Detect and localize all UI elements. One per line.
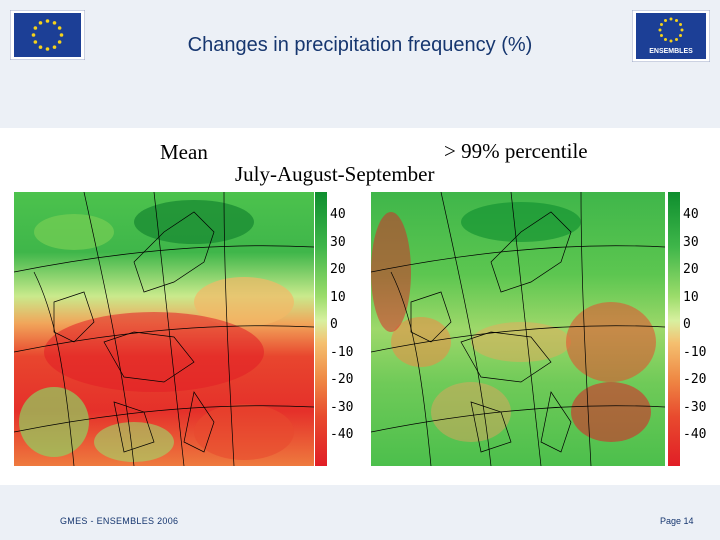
colorbar-tick-label: 40 [683, 207, 699, 222]
star-icon [31, 33, 36, 37]
star-icon [669, 39, 673, 43]
colorbar-tick-label: -20 [330, 372, 354, 387]
star-icon [664, 38, 667, 42]
colorbar-tick-label: 20 [683, 262, 699, 277]
ensembles-logo: ENSEMBLES [632, 10, 710, 62]
footer-band [0, 485, 720, 540]
star-icon [675, 18, 678, 22]
season-label: July-August-September [235, 162, 435, 186]
colorbar-tick-label: -30 [330, 399, 354, 415]
star-icon [45, 47, 50, 51]
star-icon [57, 40, 62, 44]
colorbar-tick-label: 30 [683, 234, 699, 250]
colorbar-tick-label: 40 [330, 207, 346, 222]
percentile-change-map [371, 192, 665, 466]
star-icon [664, 18, 667, 22]
star-icon [675, 38, 678, 42]
header-band [0, 0, 720, 128]
page-title: Changes in precipitation frequency (%) [187, 34, 533, 56]
star-icon [659, 34, 663, 37]
colorbar-tick-label: 10 [683, 289, 699, 305]
star-icon [38, 45, 43, 49]
colorbar-tick-label: 30 [330, 234, 346, 250]
page-number: Page 14 [660, 516, 694, 526]
percentile-label: > 99% percentile [444, 139, 588, 163]
footer-left: GMES - ENSEMBLES 2006 [60, 516, 179, 526]
star-icon [57, 26, 62, 30]
star-icon [38, 21, 43, 25]
colorbar-tick-label: -30 [683, 399, 707, 415]
mean-label: Mean [160, 140, 208, 164]
colorbar-right [668, 192, 680, 466]
svg-text:ENSEMBLES: ENSEMBLES [649, 48, 693, 55]
colorbar-tick-label: 0 [683, 317, 691, 332]
colorbar-tick-label: -10 [683, 344, 707, 360]
star-icon [669, 17, 673, 21]
mean-change-map [14, 192, 314, 466]
colorbar-tick-label: -20 [683, 372, 707, 387]
star-icon [45, 19, 50, 23]
star-icon [33, 26, 38, 30]
star-icon [59, 33, 64, 37]
colorbar-tick-label: 10 [330, 289, 346, 305]
star-icon [679, 34, 683, 37]
colorbar-tick-label: -40 [330, 427, 354, 442]
star-icon [658, 28, 662, 32]
colorbar-tick-label: 20 [330, 262, 346, 277]
star-icon [52, 21, 57, 25]
colorbar-left [315, 192, 327, 466]
colorbar-tick-label: -10 [330, 344, 354, 360]
colorbar-tick-label: 0 [330, 317, 338, 332]
star-icon [680, 28, 684, 32]
eu-flag-icon [10, 10, 85, 60]
star-icon [33, 40, 38, 44]
star-icon [679, 23, 683, 26]
star-icon [52, 45, 57, 49]
star-icon [659, 23, 663, 26]
colorbar-tick-label: -40 [683, 427, 707, 442]
